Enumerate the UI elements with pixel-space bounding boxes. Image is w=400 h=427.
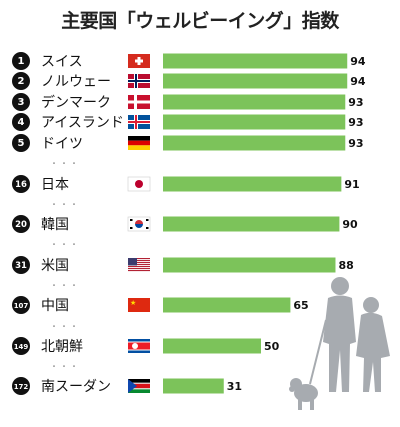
category-label: 南スーダン	[41, 379, 111, 395]
rank-label: 4	[18, 117, 25, 128]
usa-flag	[128, 258, 150, 272]
rank-badge: 31	[12, 256, 30, 274]
rank-label: 149	[14, 343, 29, 351]
rank-label: 16	[15, 180, 27, 190]
rank-label: 31	[15, 261, 27, 271]
rank-badge: 149	[12, 337, 30, 355]
data-label: 93	[348, 116, 363, 129]
category-label: ドイツ	[41, 136, 83, 152]
rank-badge: 5	[12, 134, 30, 152]
gap-ellipsis: ・・・	[50, 200, 80, 209]
rank-badge: 2	[12, 72, 30, 90]
data-label: 65	[293, 299, 308, 312]
iceland-flag	[128, 115, 150, 129]
chart-row: 107 中国 ★ 65	[12, 296, 309, 314]
rank-label: 107	[14, 302, 29, 310]
bar	[163, 216, 340, 232]
japan-flag	[127, 176, 151, 192]
rank-label: 3	[18, 97, 25, 108]
denmark-flag	[128, 95, 150, 109]
bar	[163, 378, 224, 394]
bar	[163, 257, 336, 273]
data-label: 94	[350, 75, 366, 88]
chart-row: 149 北朝鮮 50	[12, 337, 280, 355]
chart-row: 31 米国 88	[12, 256, 354, 274]
rank-label: 1	[18, 56, 25, 67]
category-label: スイス	[41, 54, 83, 70]
rank-badge: 172	[12, 377, 30, 395]
rank-badge: 16	[12, 175, 30, 193]
gap-ellipsis: ・・・	[50, 362, 80, 371]
bar	[163, 94, 346, 110]
chart-row: 5 ドイツ 93	[12, 134, 364, 152]
germany-flag	[128, 136, 150, 150]
bar	[163, 135, 346, 151]
data-label: 93	[348, 137, 363, 150]
category-label: 韓国	[41, 217, 69, 233]
bar	[163, 53, 348, 69]
china-flag: ★	[128, 298, 150, 312]
chart-row: 16 日本 91	[12, 175, 360, 193]
data-label: 94	[350, 55, 366, 68]
rank-label: 5	[18, 138, 25, 149]
chart-row: 3 デンマーク 93	[12, 93, 364, 111]
bar	[163, 338, 261, 354]
rank-badge: 3	[12, 93, 30, 111]
bar	[163, 114, 346, 130]
chart-row: 20 韓国 90	[12, 215, 358, 233]
south-korea-flag	[127, 216, 151, 232]
data-label: 90	[342, 218, 358, 231]
category-label: 北朝鮮	[41, 339, 83, 355]
north-korea-flag	[128, 339, 150, 353]
chart-row: 1 スイス 94	[12, 52, 366, 70]
rank-label: 20	[15, 220, 27, 230]
bar	[163, 176, 342, 192]
switzerland-flag	[128, 54, 150, 68]
chart-title: 主要国「ウェルビーイング」指数	[61, 10, 339, 32]
chart-row: 172 南スーダン 31	[12, 377, 242, 395]
chart-row: 4 アイスランド 93	[12, 113, 364, 131]
svg-text:★: ★	[130, 299, 136, 307]
category-label: デンマーク	[41, 94, 111, 111]
rank-badge: 1	[12, 52, 30, 70]
south-sudan-flag	[128, 379, 150, 393]
gap-ellipsis: ・・・	[50, 281, 80, 290]
rank-badge: 20	[12, 215, 30, 233]
data-label: 88	[338, 259, 353, 272]
category-label: 日本	[41, 177, 69, 193]
bar	[163, 73, 348, 89]
bar	[163, 297, 291, 313]
data-label: 31	[227, 380, 242, 393]
category-label: ノルウェー	[41, 74, 111, 90]
data-label: 93	[348, 96, 363, 109]
category-label: 米国	[41, 258, 69, 274]
chart-row: 2 ノルウェー 94	[12, 72, 366, 90]
data-label: 91	[344, 178, 359, 191]
rank-badge: 4	[12, 113, 30, 131]
gap-ellipsis: ・・・	[50, 322, 80, 331]
rank-label: 172	[14, 383, 29, 391]
category-label: 中国	[41, 298, 69, 314]
norway-flag	[128, 74, 150, 88]
gap-ellipsis: ・・・	[50, 159, 80, 168]
data-label: 50	[264, 340, 280, 353]
category-label: アイスランド	[41, 115, 124, 131]
rank-badge: 107	[12, 296, 30, 314]
elderly-couple-silhouette-icon	[289, 277, 390, 410]
gap-ellipsis: ・・・	[50, 240, 80, 249]
rank-label: 2	[18, 76, 25, 87]
